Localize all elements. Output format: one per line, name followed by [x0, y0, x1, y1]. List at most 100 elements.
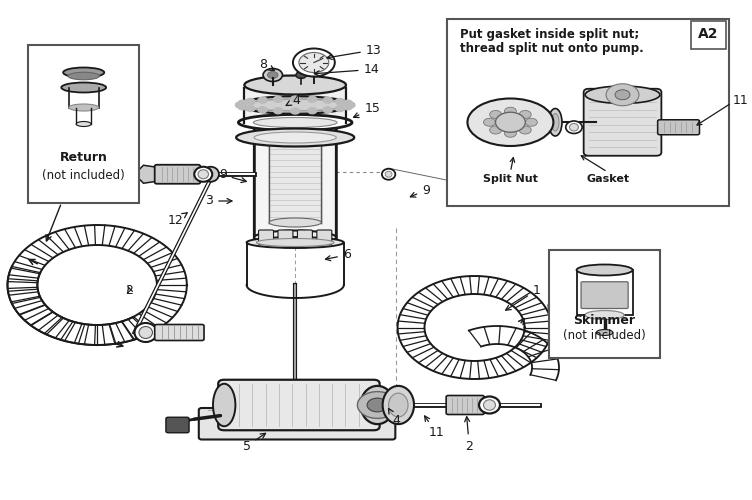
Text: 11: 11: [733, 94, 749, 108]
Ellipse shape: [135, 323, 157, 342]
Circle shape: [308, 108, 317, 114]
Circle shape: [291, 108, 300, 114]
FancyBboxPatch shape: [155, 324, 204, 340]
Ellipse shape: [577, 264, 632, 276]
Ellipse shape: [484, 400, 496, 410]
Ellipse shape: [596, 330, 613, 336]
Text: 12: 12: [168, 213, 187, 228]
Text: 11: 11: [425, 416, 444, 440]
Ellipse shape: [238, 114, 352, 130]
Text: Return: Return: [59, 151, 108, 164]
Ellipse shape: [247, 237, 344, 248]
Circle shape: [246, 98, 255, 104]
Circle shape: [268, 72, 278, 78]
FancyBboxPatch shape: [690, 21, 726, 48]
Text: 15: 15: [353, 102, 380, 118]
FancyBboxPatch shape: [29, 45, 139, 203]
FancyBboxPatch shape: [199, 408, 396, 440]
Ellipse shape: [198, 170, 208, 179]
Circle shape: [238, 100, 247, 106]
Text: 1: 1: [505, 284, 541, 310]
Ellipse shape: [585, 86, 660, 104]
Ellipse shape: [585, 310, 624, 320]
Circle shape: [291, 96, 300, 102]
Text: Skimmer: Skimmer: [574, 314, 635, 326]
FancyBboxPatch shape: [218, 380, 380, 430]
Ellipse shape: [479, 396, 500, 413]
Ellipse shape: [240, 96, 350, 114]
Circle shape: [335, 106, 344, 112]
Ellipse shape: [254, 116, 336, 130]
FancyBboxPatch shape: [581, 282, 628, 308]
Ellipse shape: [269, 218, 321, 227]
Ellipse shape: [244, 76, 346, 94]
Ellipse shape: [202, 167, 219, 182]
Ellipse shape: [569, 124, 578, 131]
Text: Put gasket inside split nut;: Put gasket inside split nut;: [460, 28, 640, 41]
Text: 2: 2: [126, 284, 133, 296]
FancyBboxPatch shape: [658, 120, 699, 135]
Circle shape: [606, 84, 639, 106]
Text: thread split nut onto pump.: thread split nut onto pump.: [460, 42, 644, 55]
Circle shape: [258, 107, 267, 113]
Text: 4: 4: [389, 408, 400, 428]
Ellipse shape: [566, 121, 582, 134]
Ellipse shape: [360, 386, 394, 424]
Text: A2: A2: [698, 28, 719, 42]
FancyBboxPatch shape: [278, 230, 293, 244]
Circle shape: [235, 102, 244, 108]
FancyBboxPatch shape: [317, 230, 332, 244]
Ellipse shape: [68, 104, 99, 111]
Ellipse shape: [139, 326, 153, 338]
Circle shape: [296, 72, 306, 78]
FancyBboxPatch shape: [577, 270, 632, 315]
Ellipse shape: [191, 169, 205, 180]
Circle shape: [258, 97, 267, 103]
Circle shape: [490, 110, 502, 118]
Polygon shape: [269, 138, 321, 222]
Circle shape: [323, 107, 332, 113]
Circle shape: [526, 118, 538, 126]
Text: Gasket: Gasket: [586, 174, 629, 184]
Ellipse shape: [213, 384, 235, 426]
Circle shape: [505, 108, 517, 116]
Ellipse shape: [253, 118, 337, 128]
Circle shape: [496, 112, 526, 132]
Text: (not included): (not included): [42, 168, 125, 181]
FancyBboxPatch shape: [155, 165, 200, 184]
Ellipse shape: [68, 72, 99, 80]
FancyBboxPatch shape: [549, 250, 660, 358]
Text: (not included): (not included): [563, 328, 646, 342]
FancyBboxPatch shape: [447, 18, 729, 206]
Circle shape: [308, 96, 317, 102]
Circle shape: [299, 52, 329, 72]
Text: 3: 3: [205, 194, 232, 207]
Ellipse shape: [76, 122, 91, 126]
FancyBboxPatch shape: [446, 396, 484, 414]
Ellipse shape: [254, 230, 336, 244]
Circle shape: [490, 126, 502, 134]
Circle shape: [238, 104, 247, 110]
Circle shape: [505, 129, 517, 138]
Text: 13: 13: [327, 44, 381, 60]
FancyBboxPatch shape: [298, 230, 312, 244]
Ellipse shape: [383, 386, 414, 424]
Ellipse shape: [63, 68, 105, 78]
Circle shape: [484, 118, 496, 126]
FancyBboxPatch shape: [584, 89, 661, 156]
FancyBboxPatch shape: [166, 417, 189, 433]
Ellipse shape: [468, 98, 553, 146]
Polygon shape: [244, 88, 346, 122]
Circle shape: [344, 100, 352, 106]
Ellipse shape: [389, 393, 408, 417]
Text: 8: 8: [259, 58, 274, 70]
Ellipse shape: [194, 171, 202, 177]
Circle shape: [274, 108, 283, 114]
Circle shape: [344, 104, 352, 110]
Ellipse shape: [236, 128, 354, 146]
Circle shape: [263, 68, 283, 82]
Text: 9: 9: [219, 168, 247, 182]
Polygon shape: [254, 122, 336, 238]
Text: 2: 2: [465, 416, 473, 452]
Circle shape: [519, 110, 531, 118]
